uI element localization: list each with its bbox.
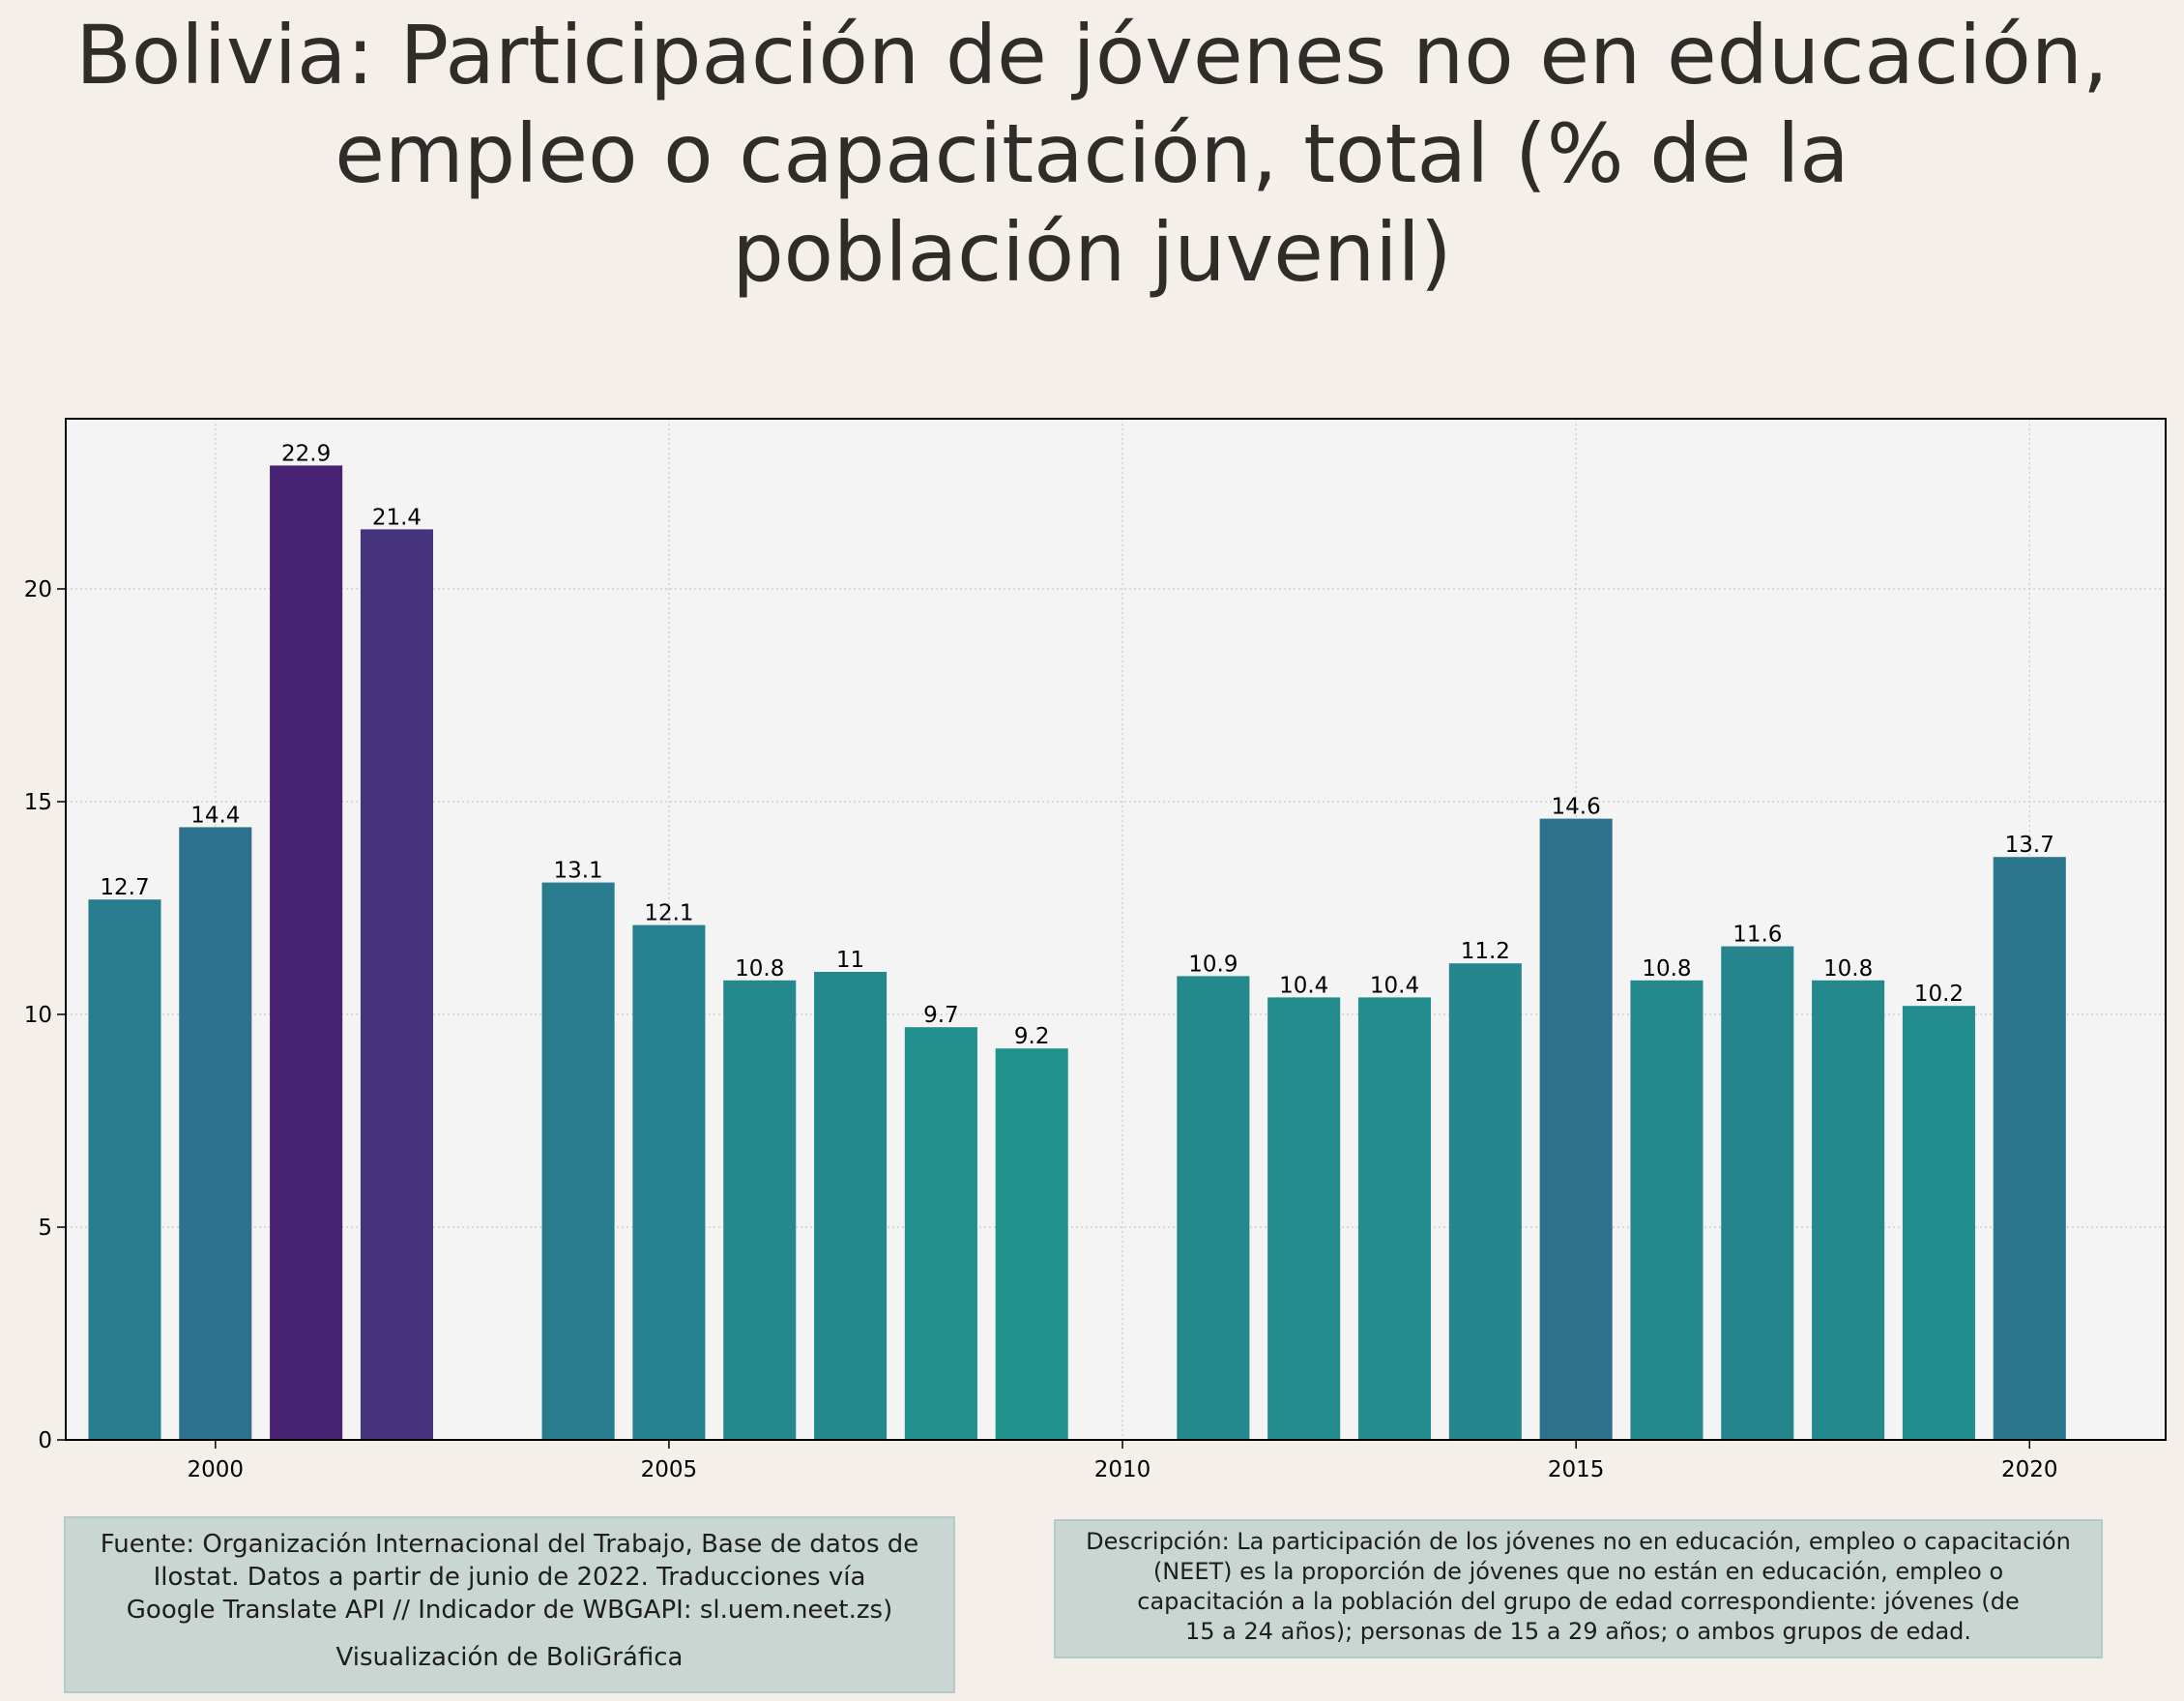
bar-value-label: 9.2 (1014, 1024, 1050, 1049)
chart-title-line: población juvenil) (732, 205, 1452, 300)
bar (904, 1027, 977, 1440)
bar-value-label: 10.8 (735, 956, 784, 982)
x-tick-label: 2010 (1094, 1457, 1151, 1482)
description-line: Descripción: La participación de los jóv… (1086, 1528, 2071, 1555)
description-line: (NEET) es la proporción de jóvenes que n… (1152, 1558, 2004, 1585)
x-tick-label: 2000 (188, 1457, 245, 1482)
source-line: Fuente: Organización Internacional del T… (100, 1530, 919, 1559)
bar (1177, 976, 1250, 1440)
bar-value-label: 10.4 (1370, 973, 1419, 998)
bar (270, 465, 343, 1440)
bar (1630, 980, 1704, 1440)
source-line: Google Translate API // Indicador de WBG… (126, 1596, 893, 1625)
bar-value-label: 10.8 (1823, 956, 1873, 982)
bar (632, 924, 706, 1440)
bar-value-label: 21.4 (372, 505, 422, 530)
description-line: 15 a 24 años); personas de 15 a 29 años;… (1184, 1618, 1972, 1645)
x-tick-label: 2005 (641, 1457, 698, 1482)
bar (1812, 980, 1885, 1440)
plot-frame (65, 418, 2167, 1441)
bar (1721, 946, 1794, 1440)
bar (1993, 857, 2066, 1440)
x-tick-label: 2020 (2001, 1457, 2058, 1482)
bar-value-label: 14.6 (1552, 795, 1601, 820)
bar-value-label: 12.7 (100, 875, 149, 900)
y-tick-label: 15 (24, 790, 52, 815)
bar-value-label: 13.7 (2005, 833, 2054, 858)
bar-value-label: 11.2 (1461, 939, 1510, 964)
bar (1539, 818, 1613, 1440)
bar-value-label: 10.4 (1279, 973, 1328, 998)
bar-value-label: 14.4 (190, 803, 240, 828)
bar-value-label: 9.7 (923, 1003, 959, 1028)
y-tick-label: 0 (38, 1428, 52, 1453)
bar (1267, 997, 1341, 1440)
chart-title-line: Bolivia: Participación de jóvenes no en … (75, 8, 2109, 103)
source-line: Ilostat. Datos a partir de junio de 2022… (153, 1563, 866, 1592)
y-tick-label: 5 (38, 1216, 52, 1241)
bar (1357, 997, 1432, 1440)
bar-value-label: 22.9 (281, 441, 331, 466)
bar (179, 827, 252, 1440)
bar-value-label: 10.9 (1188, 952, 1238, 977)
source-note: Fuente: Organización Internacional del T… (64, 1516, 955, 1693)
bar (88, 899, 161, 1440)
y-tick-label: 20 (24, 577, 52, 602)
description-note: Descripción: La participación de los jóv… (1054, 1519, 2103, 1658)
bar-value-label: 11.6 (1733, 923, 1782, 948)
description-line: capacitación a la población del grupo de… (1137, 1588, 2020, 1615)
bar-value-label: 13.1 (553, 859, 602, 884)
x-tick-label: 2015 (1548, 1457, 1605, 1482)
bar (1902, 1006, 1975, 1440)
bar (360, 529, 433, 1440)
bar-value-label: 12.1 (644, 901, 693, 926)
chart-title: Bolivia: Participación de jóvenes no en … (0, 6, 2184, 302)
bar (814, 972, 888, 1440)
chart-title-line: empleo o capacitación, total (% de la (335, 106, 1849, 201)
bar (1448, 963, 1522, 1440)
bar (723, 980, 797, 1440)
visualization-credit: Visualización de BoliGráfica (335, 1643, 684, 1672)
bar (995, 1048, 1068, 1440)
y-tick-label: 10 (24, 1003, 52, 1028)
bar-value-label: 10.2 (1914, 982, 1964, 1007)
bar-value-label: 10.8 (1642, 956, 1691, 982)
bar (541, 882, 615, 1440)
bar-value-label: 11 (836, 948, 864, 973)
